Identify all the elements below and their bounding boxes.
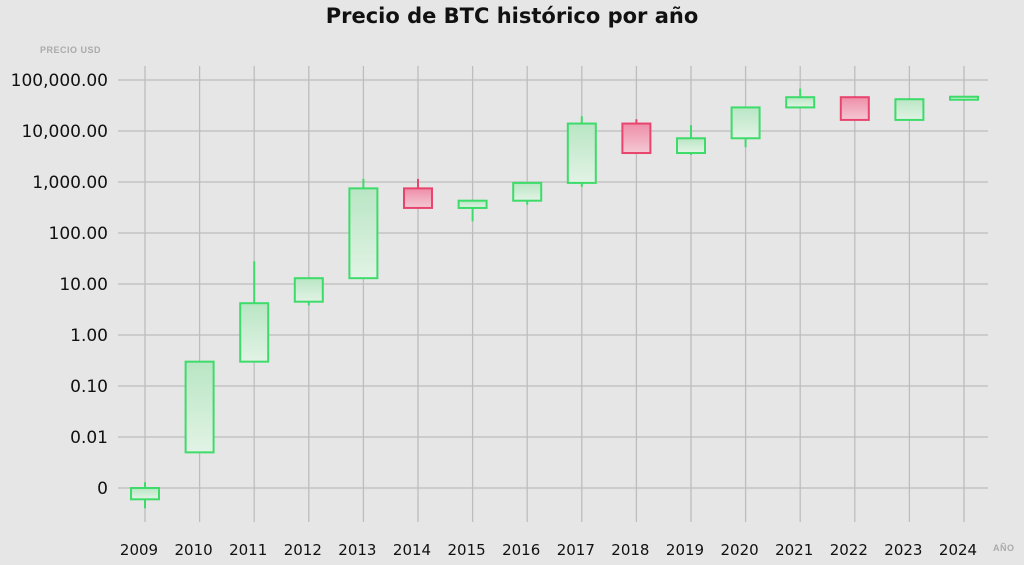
candle-2023 [894,98,925,121]
candle-2021 [785,96,816,109]
y-axis-label: PRECIO USD [40,45,102,55]
y-tick-label: 1,000.00 [32,173,108,193]
candle-2022 [839,96,870,121]
candle-2016 [512,181,543,202]
y-tick-label: 100,000.00 [11,71,108,91]
y-tick-label: 0.01 [70,428,108,448]
candle-2018 [621,122,652,155]
candle-2010 [184,360,215,454]
candle-2009 [130,487,160,501]
y-tick-label: 1.00 [70,326,108,346]
x-tick-label: 2017 [557,541,595,559]
y-tick-label: 100.00 [49,224,108,244]
y-tick-label: 10,000.00 [21,122,108,142]
x-tick-label: 2024 [939,541,977,559]
candle-2013 [348,187,379,280]
x-tick-label: 2023 [884,541,922,559]
x-tick-label: 2021 [775,541,813,559]
x-tick-label: 2022 [830,541,868,559]
candle-2024 [949,95,979,101]
candle-2019 [676,137,706,155]
x-tick-label: 2011 [229,541,267,559]
candle-2020 [730,106,761,140]
candle-2014 [403,187,433,209]
x-tick-label: 2013 [338,541,376,559]
candle-2012 [293,277,324,303]
x-tick-label: 2018 [611,541,649,559]
x-tick-label: 2012 [284,541,322,559]
y-tick-label: 0 [97,479,108,499]
x-tick-label: 2019 [666,541,704,559]
x-tick-label: 2010 [175,541,213,559]
candle-2017 [566,122,597,184]
candle-2015 [457,199,488,209]
x-tick-label: 2009 [120,541,158,559]
x-tick-label: 2015 [448,541,486,559]
y-tick-label: 0.10 [70,377,108,397]
chart-title: Precio de BTC histórico por año [325,4,699,28]
x-tick-label: 2020 [721,541,759,559]
y-tick-label: 10.00 [59,275,108,295]
candle-2011 [239,302,270,363]
x-axis-label: AÑO [993,543,1015,553]
x-tick-label: 2014 [393,541,431,559]
x-tick-label: 2016 [502,541,540,559]
